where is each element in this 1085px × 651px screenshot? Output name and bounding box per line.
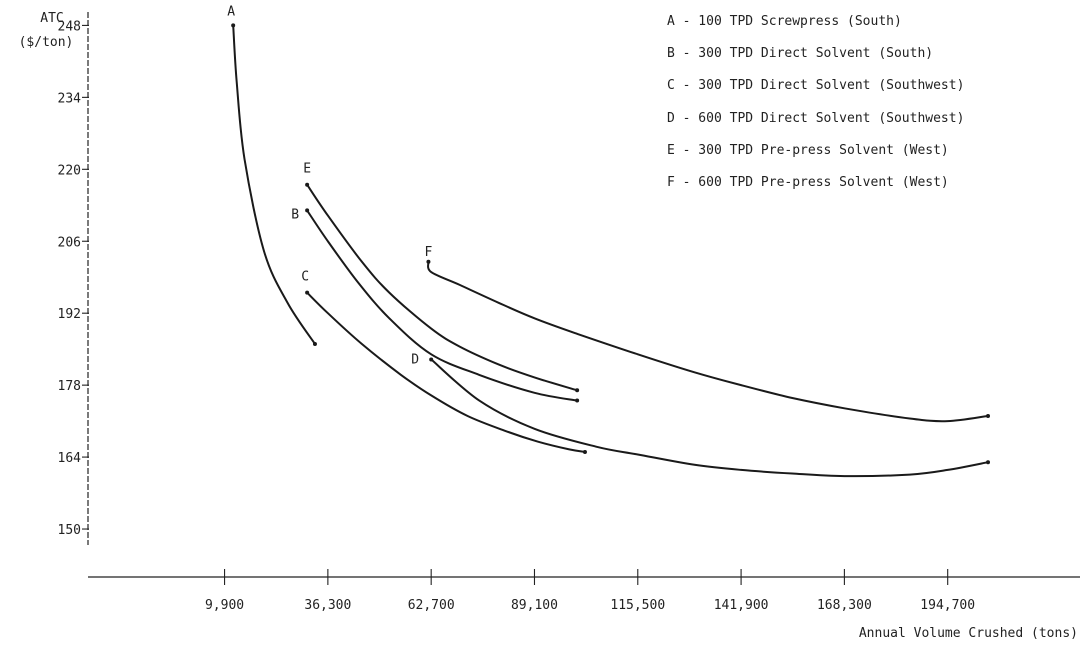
legend-entry-b: B - 300 TPD Direct Solvent (South) <box>667 46 933 61</box>
legend: A - 100 TPD Screwpress (South) B - 300 T… <box>667 14 964 190</box>
y-tick-label: 178 <box>58 379 81 394</box>
x-tick-label: 62,700 <box>408 598 455 613</box>
curve-c-end-point <box>582 449 587 454</box>
y-tick-label: 164 <box>58 451 82 466</box>
curve-b <box>306 209 578 402</box>
curve-label-c: C <box>301 270 309 285</box>
x-tick-label: 141,900 <box>714 598 769 613</box>
y-tick-label: 150 <box>58 523 81 538</box>
legend-entry-c: C - 300 TPD Direct Solvent (Southwest) <box>667 78 964 93</box>
y-tick-label: 220 <box>58 163 81 178</box>
x-tick-label: 9,900 <box>205 598 244 613</box>
curve-label-f: F <box>425 245 433 260</box>
x-tick-label: 194,700 <box>920 598 975 613</box>
curve-c-start-point <box>305 290 310 295</box>
curve-d-start-point <box>429 357 434 362</box>
curve-e-start-point <box>305 182 310 187</box>
y-axis-title-line1: ATC <box>40 11 63 26</box>
legend-entry-f: F - 600 TPD Pre-press Solvent (West) <box>667 175 949 190</box>
curve-a-end-point <box>312 342 317 347</box>
curve-f-start-point <box>426 259 431 264</box>
x-tick-label: 89,100 <box>511 598 558 613</box>
curve-f <box>427 261 989 423</box>
x-axis-title: Annual Volume Crushed (tons) <box>859 626 1078 641</box>
curve-d-end-point <box>986 460 990 465</box>
curve-label-b: B <box>291 207 299 222</box>
legend-entry-d: D - 600 TPD Direct Solvent (Southwest) <box>667 111 964 126</box>
curve-c <box>306 291 586 453</box>
legend-entry-e: E - 300 TPD Pre-press Solvent (West) <box>667 143 949 158</box>
y-tick-label: 248 <box>58 19 81 34</box>
curve-label-e: E <box>303 162 311 177</box>
x-tick-label: 115,500 <box>610 598 665 613</box>
curve-b-start-point <box>305 208 310 213</box>
curve-b-end-point <box>575 398 580 403</box>
legend-entry-a: A - 100 TPD Screwpress (South) <box>667 14 902 29</box>
y-axis-title-line2: ($/ton) <box>19 35 74 50</box>
curve-e-end-point <box>575 388 580 393</box>
curve-e <box>306 184 578 392</box>
y-tick-label: 234 <box>58 91 82 106</box>
x-tick-label: 36,300 <box>304 598 351 613</box>
curve-label-d: D <box>411 352 419 367</box>
curve-d <box>430 358 989 478</box>
x-tick-label: 168,300 <box>817 598 872 613</box>
y-tick-label: 192 <box>58 307 81 322</box>
y-tick-label: 206 <box>58 235 81 250</box>
curve-a-start-point <box>231 23 236 28</box>
curve-label-a: A <box>227 4 235 19</box>
curve-f-end-point <box>986 413 990 418</box>
curve-a <box>232 25 316 345</box>
